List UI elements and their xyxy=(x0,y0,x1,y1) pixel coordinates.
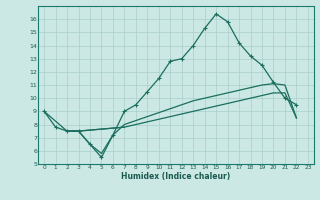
X-axis label: Humidex (Indice chaleur): Humidex (Indice chaleur) xyxy=(121,172,231,181)
